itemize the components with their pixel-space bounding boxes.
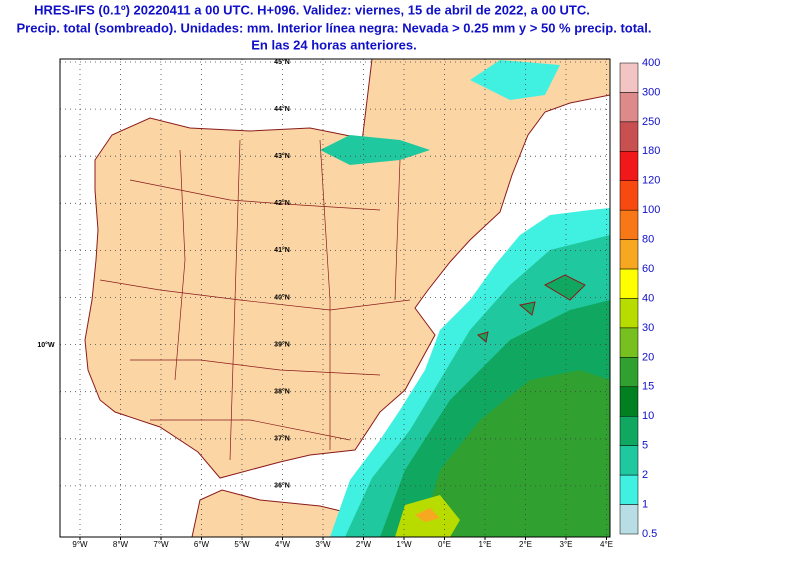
island [476, 274, 586, 343]
colorbar-label: 80 [642, 234, 654, 246]
lat-label: 44°N [274, 105, 290, 113]
lat-label: 40°N [274, 293, 290, 301]
lat-label: 43°N [274, 152, 290, 160]
precipitation [320, 135, 430, 165]
colorbar-label: 60 [642, 263, 654, 275]
title-line: Precip. total (sombreado). Unidades: mm.… [16, 20, 651, 35]
lon-label: 8°W [113, 540, 129, 549]
colorbar-label: 15 [642, 381, 654, 393]
lon-label: 3°E [560, 540, 573, 549]
colorbar-label: 120 [642, 175, 660, 187]
colorbar-segment [619, 504, 639, 535]
lat-label: 45°N [274, 58, 290, 66]
colorbar-label: 100 [642, 204, 660, 216]
colorbar-label: 0.5 [642, 528, 657, 540]
precipitation [470, 60, 560, 100]
colorbar-label: 300 [642, 86, 660, 98]
colorbar-segment [619, 62, 639, 93]
title-line: HRES-IFS (0.1º) 20220411 a 00 UTC. H+096… [34, 2, 590, 17]
colorbar-label: 20 [642, 351, 654, 363]
colorbar-segment [619, 327, 639, 358]
lon-label: 2°E [519, 540, 532, 549]
colorbar-label: 5 [642, 440, 648, 452]
lon-label: 7°W [153, 540, 169, 549]
lon-label: 10°W [37, 341, 55, 349]
colorbar-segment [619, 180, 639, 211]
lon-label: 9°W [72, 540, 88, 549]
lon-label: 1°W [396, 540, 412, 549]
lon-label: 3°W [315, 540, 331, 549]
lat-label: 36°N [274, 482, 290, 490]
colorbar-segment [619, 474, 639, 505]
lat-label: 41°N [274, 246, 290, 254]
lon-label: 4°W [275, 540, 291, 549]
lat-label: 42°N [274, 199, 290, 207]
colorbar-label: 250 [642, 116, 660, 128]
title-line: En las 24 horas anteriores. [251, 37, 416, 52]
precipitation [415, 508, 440, 522]
colorbar-segment [619, 209, 639, 240]
colorbar-label: 40 [642, 292, 654, 304]
province-borders [99, 139, 411, 461]
colorbar-label: 2 [642, 469, 648, 481]
colorbar-label: 10 [642, 410, 654, 422]
colorbar-segment [619, 92, 639, 123]
map-frame [59, 58, 611, 538]
colorbar-label: 30 [642, 322, 654, 334]
colorbar: 400 300 250 180 120 100 80 60 40 30 20 15 10 5 2 1 0.5 [619, 57, 660, 540]
colorbar-segment [619, 298, 639, 329]
colorbar-label: 1 [642, 498, 648, 510]
map [59, 58, 611, 538]
lon-label: 4°E [600, 540, 613, 549]
precipitation [420, 370, 610, 537]
colorbar-label: 180 [642, 145, 660, 157]
lon-label: 6°W [194, 540, 210, 549]
colorbar-segment [619, 268, 639, 299]
colorbar-segment [619, 386, 639, 417]
graticule [60, 59, 610, 537]
colorbar-segment [619, 357, 639, 388]
colorbar-label: 400 [642, 57, 660, 69]
map-labels: 45°N 44°N 43°N 42°N 41°N 40°N 39°N 38°N 37°N 36°N… [37, 58, 613, 549]
lon-label: 5°W [234, 540, 250, 549]
lat-label: 37°N [274, 435, 290, 443]
colorbar-segment [619, 445, 639, 476]
colorbar-segment [619, 151, 639, 181]
lon-label: 1°E [479, 540, 492, 549]
lon-label: 0°E [438, 540, 451, 549]
colorbar-segment [619, 121, 639, 152]
lat-label: 39°N [274, 340, 290, 348]
colorbar-segment [619, 416, 639, 446]
lat-label: 38°N [274, 388, 290, 396]
colorbar-segment [619, 239, 639, 270]
lon-label: 2°W [356, 540, 372, 549]
